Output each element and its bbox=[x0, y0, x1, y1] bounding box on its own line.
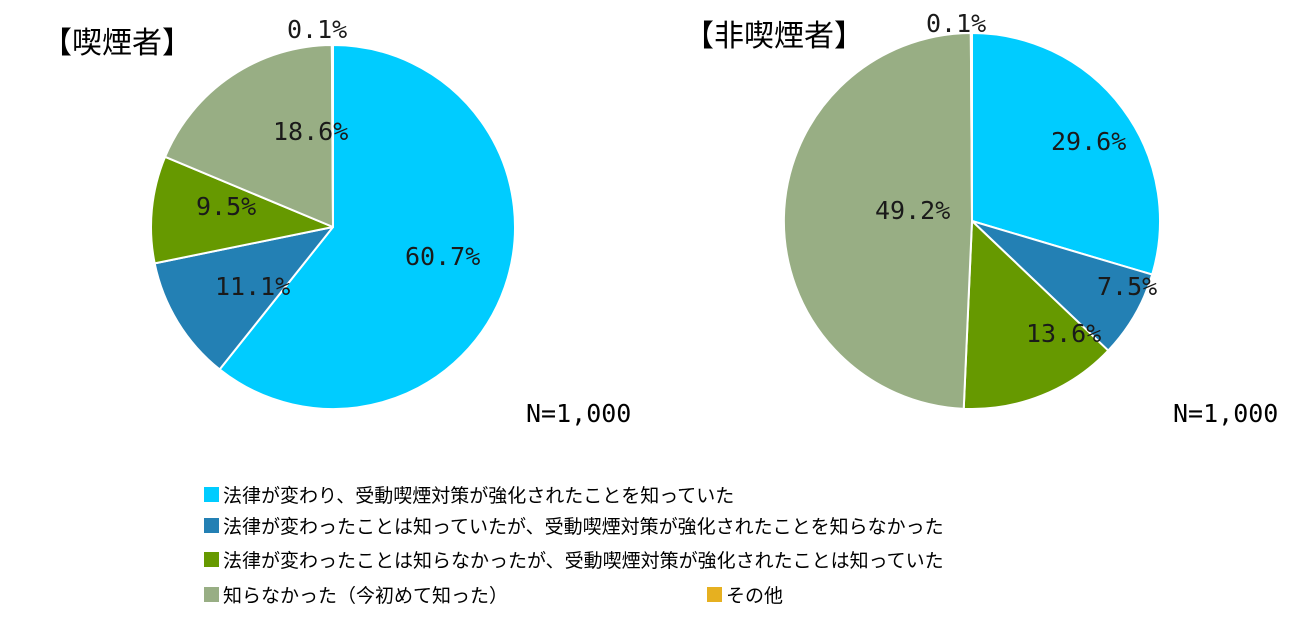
legend-label: 法律が変わったことは知っていたが、受動喫煙対策が強化されたことを知らなかった bbox=[223, 516, 944, 538]
pie-slice bbox=[971, 32, 1161, 276]
non-smokers-pie: 29.6% 7.5% 13.6% 49.2% 0.1% 【非喫煙者】 N=1,000 bbox=[684, 9, 1278, 428]
slice-data-label: 0.1% bbox=[287, 15, 347, 44]
chart-title-non-smokers: 【非喫煙者】 bbox=[684, 19, 864, 54]
sample-size-label-non-smokers: N=1,000 bbox=[1173, 399, 1278, 428]
pie-slice bbox=[218, 44, 516, 410]
legend: 法律が変わり、受動喫煙対策が強化されたことを知っていた法律が変わったことは知って… bbox=[204, 485, 944, 607]
pie-slice bbox=[164, 44, 334, 228]
legend-swatch bbox=[204, 518, 219, 533]
pie-slice bbox=[962, 220, 1110, 410]
legend-label: 法律が変わり、受動喫煙対策が強化されたことを知っていた bbox=[223, 485, 734, 507]
legend-label: 法律が変わったことは知らなかったが、受動喫煙対策が強化されたことは知っていた bbox=[223, 550, 944, 572]
slice-data-label: 13.6% bbox=[1026, 319, 1101, 348]
pie-slice bbox=[330, 43, 334, 228]
slice-data-label: 7.5% bbox=[1097, 272, 1157, 301]
slice-data-label: 11.1% bbox=[215, 272, 290, 301]
legend-label: 知らなかった（今初めて知った） bbox=[223, 585, 508, 607]
pie-slice bbox=[782, 32, 973, 410]
slice-data-label: 9.5% bbox=[196, 192, 256, 221]
pie-slice bbox=[150, 155, 334, 265]
slice-data-label: 49.2% bbox=[875, 196, 950, 225]
pie-slice bbox=[153, 226, 334, 371]
legend-swatch bbox=[707, 587, 722, 602]
legend-swatch bbox=[204, 487, 219, 502]
legend-item: 法律が変わり、受動喫煙対策が強化されたことを知っていた bbox=[204, 485, 734, 507]
legend-swatch bbox=[204, 587, 219, 602]
slice-data-label: 0.1% bbox=[926, 9, 986, 38]
slice-data-label: 60.7% bbox=[405, 242, 480, 271]
legend-swatch bbox=[204, 552, 219, 567]
smokers-pie: 60.7% 11.1% 9.5% 18.6% 0.1% 【喫煙者】 N=1,000 bbox=[42, 15, 631, 428]
legend-item: その他 bbox=[707, 585, 783, 607]
legend-item: 知らなかった（今初めて知った） bbox=[204, 585, 508, 607]
pie-slice bbox=[969, 31, 973, 222]
chart-title-smokers: 【喫煙者】 bbox=[42, 26, 192, 61]
legend-label: その他 bbox=[726, 585, 783, 607]
legend-item: 法律が変わったことは知っていたが、受動喫煙対策が強化されたことを知らなかった bbox=[204, 516, 944, 538]
legend-item: 法律が変わったことは知らなかったが、受動喫煙対策が強化されたことは知っていた bbox=[204, 550, 944, 572]
slice-data-label: 18.6% bbox=[273, 117, 348, 146]
slice-data-label: 29.6% bbox=[1051, 127, 1126, 156]
sample-size-label-smokers: N=1,000 bbox=[526, 399, 631, 428]
